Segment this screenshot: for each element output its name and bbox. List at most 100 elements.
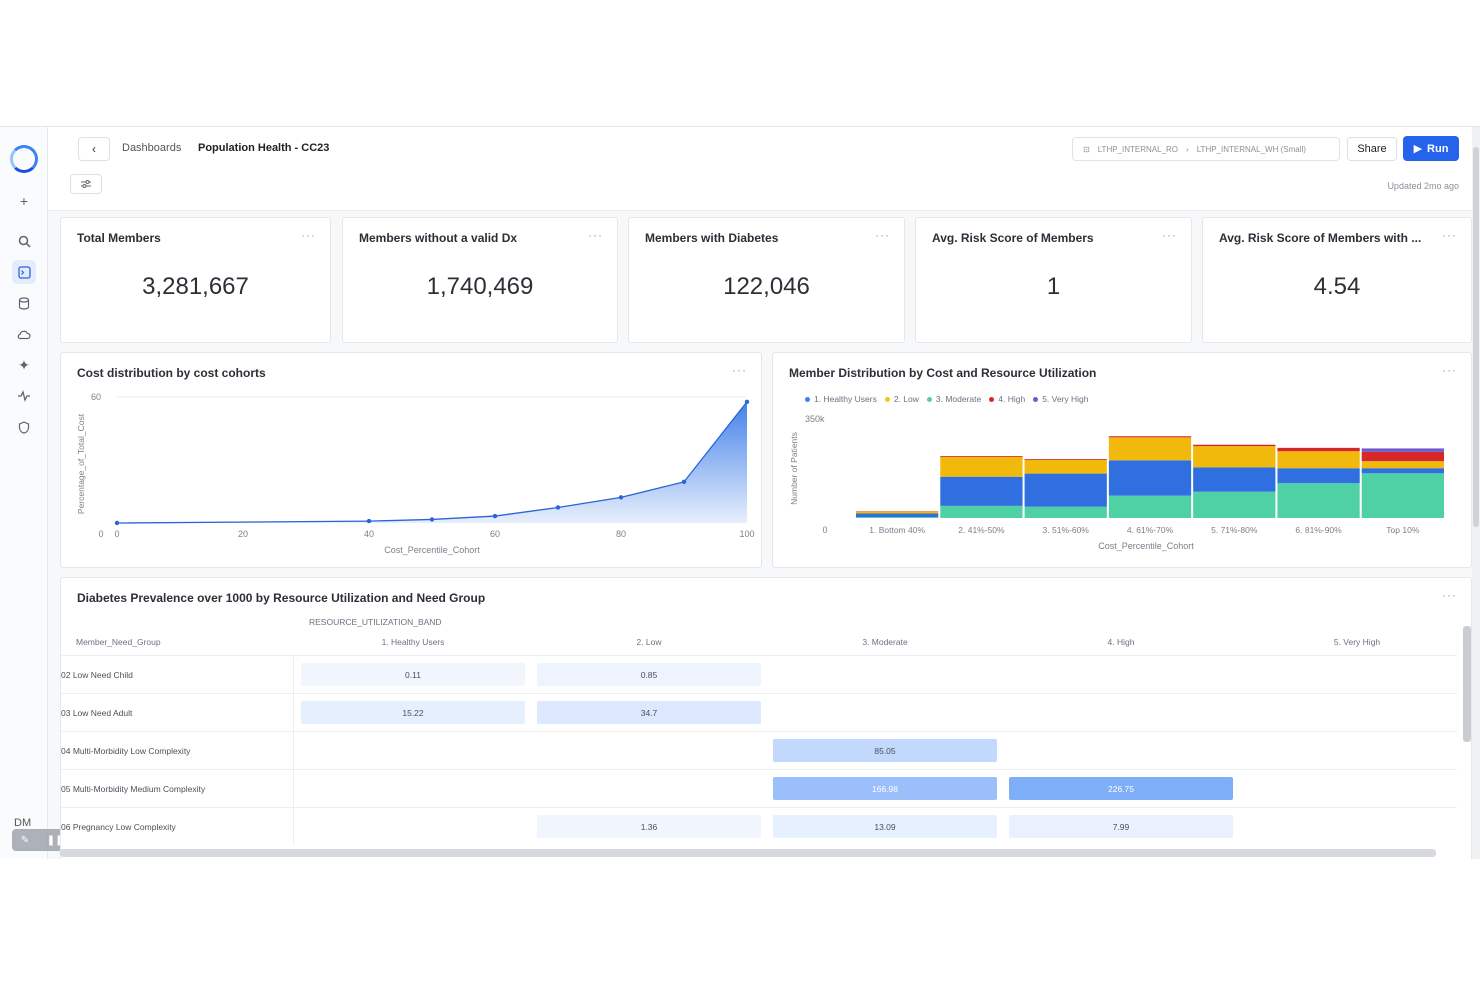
database-icon[interactable]	[12, 291, 36, 315]
bar-segment	[1024, 459, 1107, 461]
updated-timestamp: Updated 2mo ago	[1387, 181, 1459, 191]
page-scrollbar[interactable]	[1472, 127, 1480, 859]
bar-segment	[1277, 468, 1360, 484]
connection-role: LTHP_INTERNAL_RO	[1097, 144, 1179, 154]
terminal-icon[interactable]	[12, 260, 36, 284]
bar-segment	[1361, 461, 1444, 469]
data-point	[681, 479, 687, 485]
bar-segment	[1024, 460, 1107, 474]
kpi-title: Members with Diabetes	[645, 231, 779, 245]
bar-segment	[856, 517, 939, 518]
column-header[interactable]: 2. Low	[636, 637, 662, 647]
kpi-value: 122,046	[723, 273, 810, 300]
bar-segment	[940, 456, 1023, 477]
kpi-title: Members without a valid Dx	[359, 231, 518, 245]
table-vertical-scrollbar[interactable]	[1463, 626, 1471, 742]
filter-button[interactable]	[70, 174, 102, 194]
bar-segment	[1361, 473, 1444, 518]
table-cell[interactable]: 7.99	[1009, 815, 1233, 838]
run-label: Run	[1427, 142, 1449, 155]
app-logo-icon[interactable]	[10, 145, 38, 173]
search-icon[interactable]	[12, 229, 36, 253]
chevron-right-icon: ›	[1186, 144, 1189, 154]
column-divider	[293, 770, 294, 808]
x-tick-label: 4. 61%-70%	[1127, 525, 1174, 535]
page-scrollbar-thumb[interactable]	[1473, 147, 1479, 527]
legend-item[interactable]: 3. Moderate	[926, 394, 982, 404]
legend-item[interactable]: 4. High	[989, 394, 1025, 404]
more-menu-icon[interactable]: ···	[1442, 588, 1457, 602]
legend-item[interactable]: 2. Low	[884, 394, 919, 404]
row-label: 06 Pregnancy Low Complexity	[61, 822, 176, 832]
cost-distribution-area-chart[interactable]: 0 20 40 60 80 100 0 60 Cost_Percentile_Cohort Per…	[61, 389, 761, 569]
chart-legend: 1. Healthy Users 2. Low 3. Moderate 4. High…	[805, 394, 1089, 404]
area-fill	[117, 401, 747, 523]
bar-segment	[1108, 495, 1192, 518]
kpi-value: 1,740,469	[426, 273, 534, 300]
table-cell[interactable]: 166.98	[773, 777, 997, 800]
plus-icon[interactable]: +	[19, 193, 29, 209]
column-header[interactable]: 5. Very High	[1333, 637, 1381, 647]
table-cell[interactable]: 13.09	[773, 815, 997, 838]
table-cell[interactable]: 85.05	[773, 739, 997, 762]
table-cell[interactable]: 0.11	[301, 663, 525, 686]
more-menu-icon[interactable]: ···	[588, 228, 603, 242]
table-cell[interactable]: 226.75	[1009, 777, 1233, 800]
more-menu-icon[interactable]: ···	[1442, 228, 1457, 242]
horizontal-scrollbar[interactable]	[60, 849, 1436, 857]
breadcrumb-dashboards[interactable]: Dashboards	[122, 142, 182, 154]
table-cell[interactable]: 1.36	[537, 815, 761, 838]
table-cell[interactable]: 34.7	[537, 701, 761, 724]
activity-icon[interactable]	[12, 384, 36, 408]
x-tick-label: 0	[114, 529, 119, 539]
connection-selector[interactable]: ⊡ LTHP_INTERNAL_RO › LTHP_INTERNAL_WH (S…	[1072, 137, 1340, 161]
back-button[interactable]: ‹	[78, 137, 110, 161]
bar-segment	[1277, 447, 1360, 452]
legend-label: 1. Healthy Users	[814, 394, 877, 404]
cloud-icon[interactable]	[12, 322, 36, 346]
bar-segment	[1108, 460, 1192, 496]
pause-icon[interactable]: ❚❚	[46, 834, 64, 846]
run-button[interactable]: ▶ Run	[1403, 136, 1459, 161]
legend-label: 4. High	[998, 394, 1026, 404]
legend-item[interactable]: 5. Very High	[1033, 394, 1089, 404]
data-point	[555, 505, 561, 510]
table-cell[interactable]: 0.85	[537, 663, 761, 686]
more-menu-icon[interactable]: ···	[301, 228, 316, 242]
bar-segment	[1193, 446, 1276, 468]
legend-label: 5. Very High	[1042, 394, 1089, 404]
column-header[interactable]: 3. Moderate	[862, 637, 908, 647]
data-point	[618, 495, 624, 500]
role-icon: ⊡	[1083, 144, 1090, 154]
bar-segment	[1108, 436, 1192, 438]
bar-segment	[1361, 468, 1444, 474]
chart-title: Member Distribution by Cost and Resource…	[789, 366, 1097, 380]
y-tick-label: 350k	[805, 414, 825, 424]
bar-segment	[1193, 467, 1276, 492]
more-menu-icon[interactable]: ···	[1442, 363, 1457, 377]
legend-swatch	[926, 397, 932, 403]
edit-icon[interactable]: ✎	[20, 834, 30, 846]
shield-icon[interactable]	[12, 415, 36, 439]
more-menu-icon[interactable]: ···	[732, 363, 747, 377]
legend-item[interactable]: 1. Healthy Users	[805, 394, 877, 404]
x-axis-label: Cost_Percentile_Cohort	[1098, 541, 1194, 551]
y-tick-label: 0	[98, 529, 103, 539]
member-distribution-stacked-bar-chart[interactable]: 1. Bottom 40% 2. 41%-50% 3. 51%-60% 4. 61%-…	[773, 409, 1471, 569]
row-header[interactable]: Member_Need_Group	[76, 637, 161, 647]
user-avatar[interactable]: DM	[14, 817, 32, 829]
table-cell[interactable]: 15.22	[301, 701, 525, 724]
x-tick-label: 40	[364, 529, 374, 539]
legend-label: 3. Moderate	[935, 394, 982, 404]
connection-warehouse: LTHP_INTERNAL_WH (Small)	[1196, 144, 1306, 154]
row-label: 05 Multi-Morbidity Medium Complexity	[61, 784, 206, 794]
column-header[interactable]: 4. High	[1107, 637, 1135, 647]
more-menu-icon[interactable]: ···	[875, 228, 890, 242]
more-menu-icon[interactable]: ···	[1162, 228, 1177, 242]
bar-segment	[1024, 473, 1107, 507]
share-button[interactable]: Share	[1347, 137, 1397, 161]
x-tick-label: 20	[238, 529, 248, 539]
chart-title: Cost distribution by cost cohorts	[77, 366, 266, 380]
column-header[interactable]: 1. Healthy Users	[381, 637, 445, 647]
sparkle-icon[interactable]: ✦	[18, 356, 30, 373]
